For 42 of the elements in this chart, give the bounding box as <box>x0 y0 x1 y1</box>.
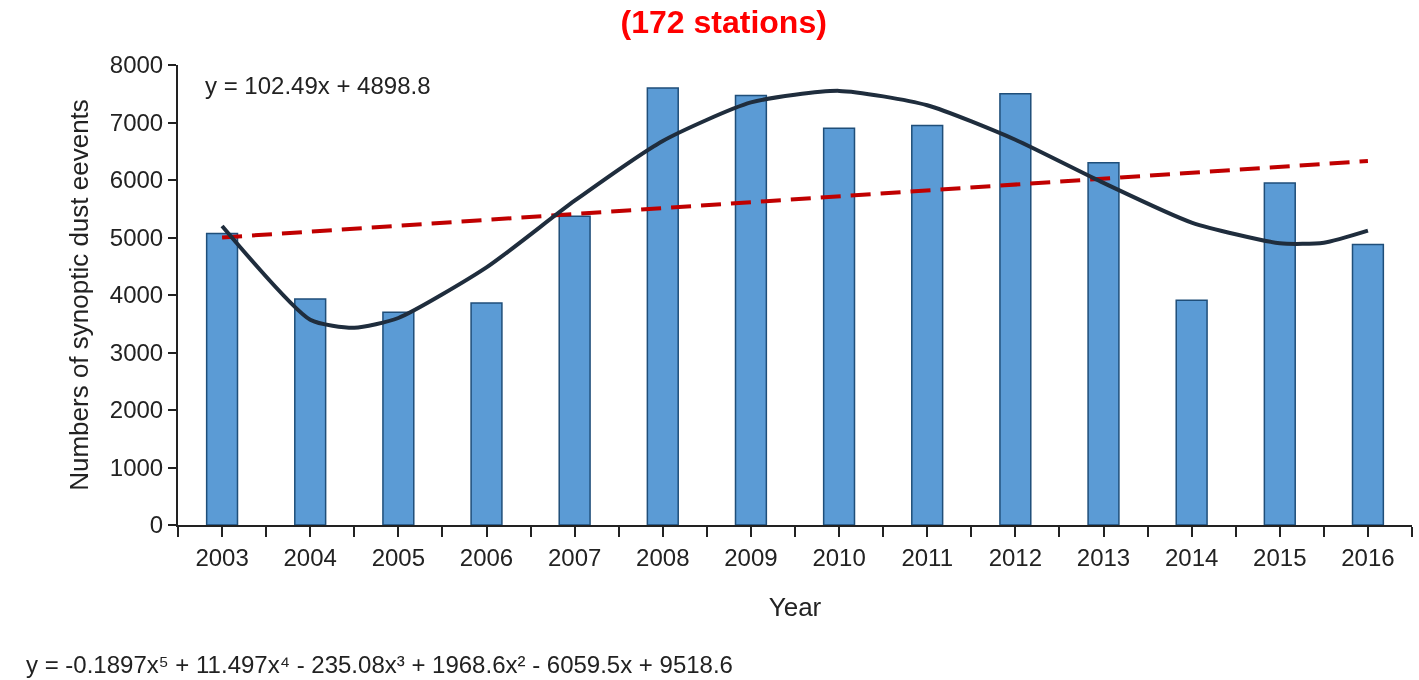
x-tick-label: 2007 <box>547 543 602 571</box>
bar <box>822 127 856 525</box>
y-tick-label: 5000 <box>109 223 164 251</box>
x-axis-title: Year <box>768 592 822 622</box>
bar <box>646 87 679 525</box>
x-tick-label: 2013 <box>1076 543 1131 571</box>
x-tick-label: 2015 <box>1253 543 1307 571</box>
x-tick-label: 2006 <box>459 543 514 571</box>
x-tick-label: 2003 <box>195 543 249 571</box>
x-tick-label: 2012 <box>988 543 1043 571</box>
x-tick-label: 2008 <box>636 543 690 571</box>
bar <box>1175 299 1208 525</box>
bar <box>294 298 327 525</box>
bar <box>911 124 944 525</box>
y-axis-title: Numbers of synoptic dust eevents <box>63 99 94 491</box>
y-tick-label: 6000 <box>109 166 164 194</box>
bar <box>382 311 415 525</box>
y-tick-label: 4000 <box>109 281 164 309</box>
bar <box>558 215 591 525</box>
bar <box>734 94 768 525</box>
x-tick-label: 2016 <box>1341 543 1395 571</box>
bar <box>1263 182 1296 525</box>
y-tick-label: 7000 <box>109 108 164 136</box>
bar <box>470 302 503 525</box>
chart-title: (172 stations) <box>620 3 827 40</box>
annotation: y = 102.49x + 4898.8 <box>205 72 431 99</box>
x-tick-label: 2011 <box>901 543 954 571</box>
bar <box>1087 162 1120 525</box>
x-tick-label: 2009 <box>724 543 778 571</box>
bar <box>1351 243 1385 525</box>
x-tick-label: 2005 <box>371 543 426 571</box>
bar <box>999 93 1032 525</box>
y-tick-label: 0 <box>149 511 164 539</box>
y-tick-label: 2000 <box>109 396 164 424</box>
x-tick-label: 2014 <box>1164 543 1219 571</box>
y-tick-label: 3000 <box>109 338 164 366</box>
x-tick-label: 2010 <box>812 543 866 571</box>
y-tick-label: 1000 <box>109 453 164 481</box>
text: y = -0.1897x⁵ + 11.497x⁴ - 235.08x³ + 1968.6x² - 6059.5x + 9518.6 <box>26 651 733 678</box>
bar <box>205 232 239 525</box>
y-tick-label: 8000 <box>109 51 164 79</box>
x-tick-label: 2004 <box>283 543 337 571</box>
